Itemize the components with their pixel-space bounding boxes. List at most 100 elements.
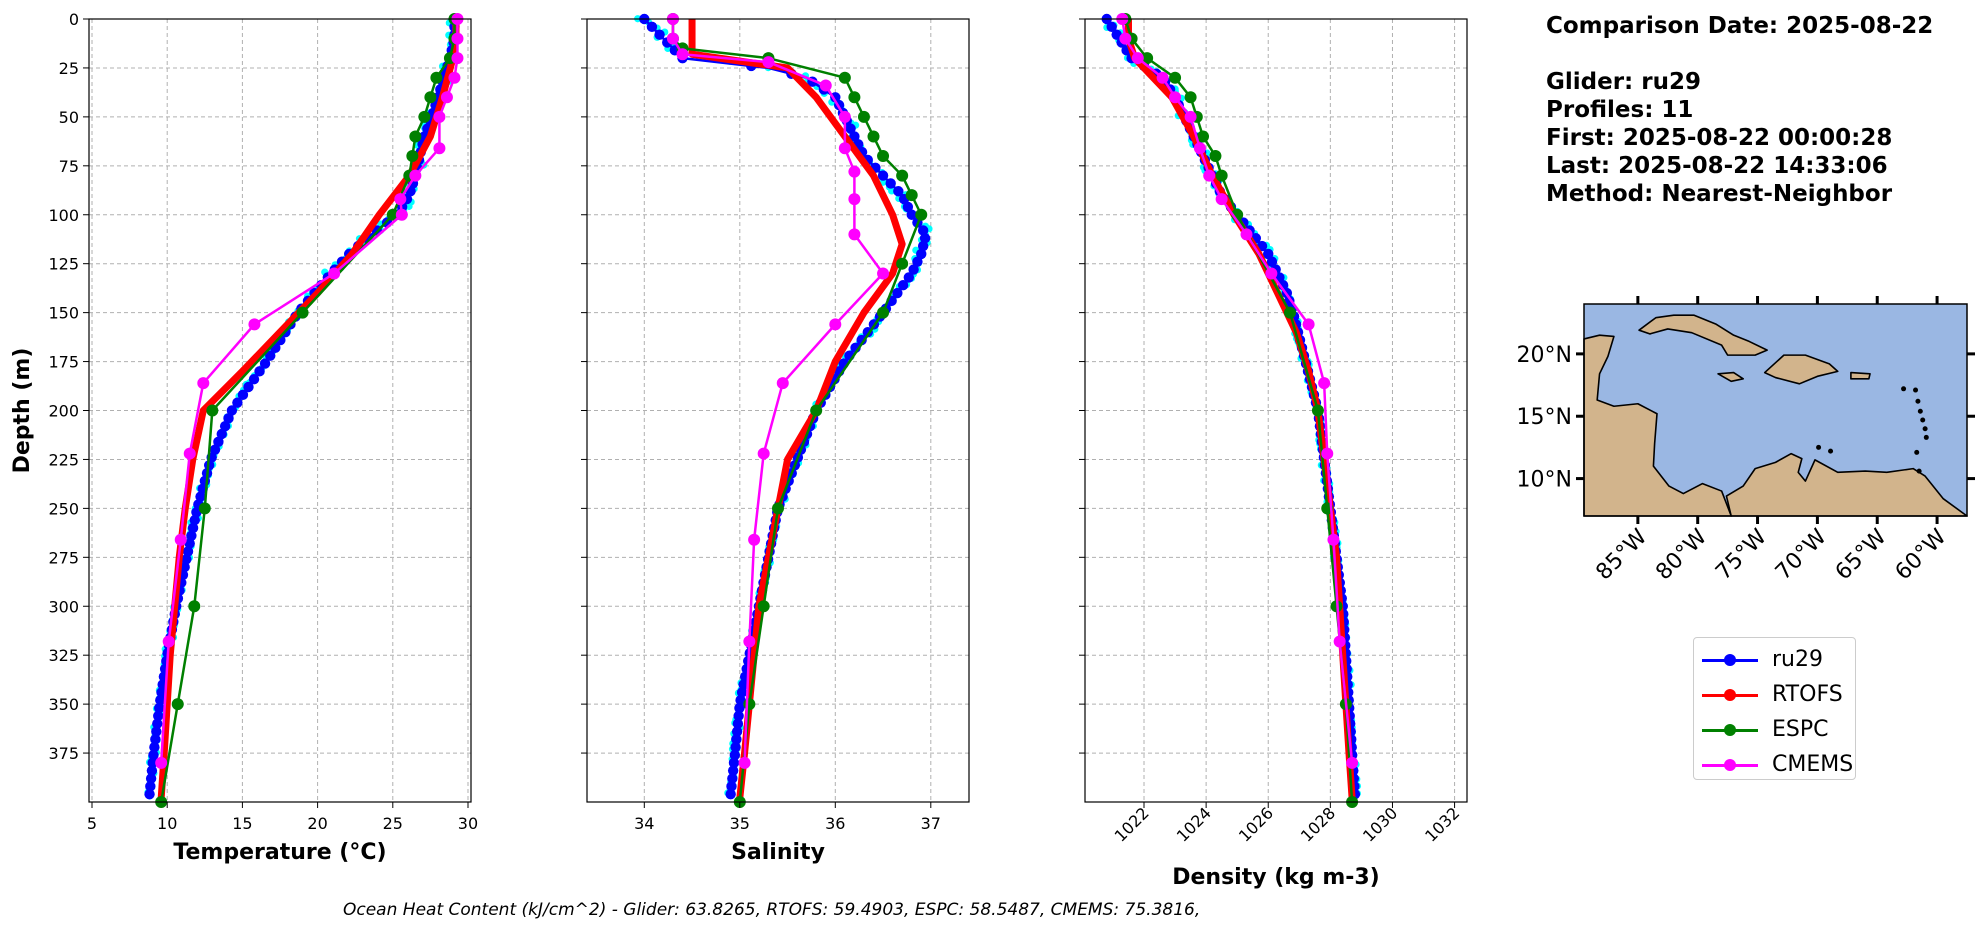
- island-marker: [1816, 444, 1822, 450]
- jamaica-island: [1717, 371, 1744, 383]
- ru29-point: [189, 514, 200, 526]
- ru29-point: [736, 687, 748, 698]
- espc-point: [1215, 169, 1228, 182]
- y-tick-label: 325: [48, 646, 79, 665]
- ru29-point: [195, 491, 206, 502]
- legend-item-espc: ESPC: [1702, 712, 1855, 747]
- map-lat-label: 15°N: [1517, 405, 1572, 430]
- y-tick-label: 350: [48, 695, 79, 714]
- y-tick-label: 300: [48, 597, 79, 616]
- y-axis-label: Depth (m): [10, 348, 35, 474]
- series-line-rtofs: [688, 19, 906, 799]
- espc-point: [915, 208, 928, 221]
- espc-point: [1169, 71, 1182, 84]
- temperature-panel: 0 25 50 75 100 125 150 175 200 225 250 275 300 325 350…: [10, 10, 478, 865]
- cuba-island: [1638, 314, 1768, 356]
- method: Method: Nearest-Neighbor: [1546, 181, 1893, 207]
- island-marker: [1917, 408, 1923, 414]
- cmems-point: [1327, 533, 1340, 546]
- y-tick-label: 0: [69, 10, 79, 29]
- espc-point: [188, 600, 201, 613]
- cmems-point: [1333, 635, 1346, 648]
- x-tick-label: 35: [730, 814, 750, 833]
- ru29-point: [226, 405, 238, 416]
- espc-point: [1141, 52, 1154, 65]
- ru29-point: [186, 530, 197, 541]
- ru29-point: [731, 734, 742, 745]
- y-tick-label: 150: [48, 304, 79, 323]
- ru29-point: [734, 702, 745, 714]
- cmems-point: [1302, 318, 1315, 331]
- cmems-point: [433, 110, 446, 123]
- y-tick-label: 25: [59, 59, 79, 78]
- espc-point: [896, 169, 909, 182]
- ru29-point: [897, 280, 909, 291]
- profile-count: Profiles: 11: [1546, 97, 1694, 123]
- y-tick-label: 50: [59, 108, 79, 127]
- series-line-cmems: [159, 19, 459, 763]
- cmems-point: [1265, 267, 1278, 280]
- cmems-point: [848, 228, 861, 241]
- x-tick-label: 10: [157, 814, 177, 833]
- espc-point: [877, 306, 890, 319]
- cmems-point: [1346, 756, 1359, 769]
- ru29-point: [182, 546, 194, 557]
- legend-item-ru29: ru29: [1702, 642, 1855, 677]
- espc-point: [810, 404, 823, 417]
- comparison-info: Comparison Date: 2025-08-22 Glider: ru29…: [1546, 12, 1933, 208]
- cmems-point: [762, 56, 775, 69]
- cmems-point: [433, 142, 446, 155]
- series-line-espc: [1124, 18, 1354, 803]
- ru29-point: [730, 741, 741, 753]
- cmems-point: [1193, 142, 1206, 155]
- y-tick-label: 250: [48, 499, 79, 518]
- ru29-point: [902, 201, 914, 213]
- espc-point: [1311, 404, 1324, 417]
- espc-point: [198, 502, 211, 515]
- ocean-heat-content-note: Ocean Heat Content (kJ/cm^2) - Glider: 6…: [343, 900, 1201, 920]
- x-tick-label: 36: [825, 814, 845, 833]
- ru29-point: [243, 381, 254, 393]
- y-tick-label: 175: [48, 353, 79, 372]
- legend-item-cmems: CMEMS: [1702, 747, 1855, 782]
- ru29-point: [248, 373, 260, 385]
- ru29-point: [1111, 29, 1122, 40]
- ru29-point: [219, 420, 231, 432]
- x-tick-label: 1026: [1235, 803, 1277, 845]
- glider-name: Glider: ru29: [1546, 69, 1701, 95]
- cmems-point: [848, 165, 861, 178]
- ru29-point: [908, 264, 919, 275]
- espc-point: [905, 189, 918, 202]
- cmems-point: [1240, 228, 1253, 241]
- ru29-point: [150, 734, 161, 745]
- cmems-point: [738, 756, 751, 769]
- map-lat-label: 10°N: [1517, 468, 1572, 493]
- salinity-panel: 34 35 36 37 Salinity: [581, 13, 970, 865]
- ru29-point: [151, 726, 162, 737]
- south-america-landmass: [1725, 452, 1968, 517]
- x-axis-label: Temperature (°C): [173, 840, 386, 865]
- cmems-point: [676, 48, 689, 61]
- ru29-point: [726, 781, 737, 792]
- ru29-point: [209, 444, 221, 455]
- ru29-point: [146, 765, 158, 776]
- espc-point: [1283, 306, 1296, 319]
- last-time: Last: 2025-08-22 14:33:06: [1546, 153, 1888, 179]
- x-tick-label: 37: [921, 814, 941, 833]
- cmems-point: [162, 635, 175, 648]
- espc-point: [406, 150, 419, 163]
- cmems-point: [448, 71, 461, 84]
- cmems-point: [451, 32, 464, 45]
- series-line-cmems: [1121, 18, 1354, 763]
- espc-point: [1184, 91, 1197, 104]
- cmems-point: [1156, 71, 1169, 84]
- cmems-point: [1203, 169, 1216, 182]
- x-tick-label: 15: [232, 814, 252, 833]
- x-tick-label: 34: [634, 814, 654, 833]
- ru29-point: [885, 178, 896, 189]
- ru29-point: [733, 710, 744, 722]
- region-map: 20°N 15°N 10°N 85°W 80°W 75°W 70°W 65°W 60°W: [1517, 296, 1975, 585]
- cmems-point: [395, 208, 408, 221]
- ru29-point: [903, 272, 915, 283]
- cmems-point: [838, 142, 851, 155]
